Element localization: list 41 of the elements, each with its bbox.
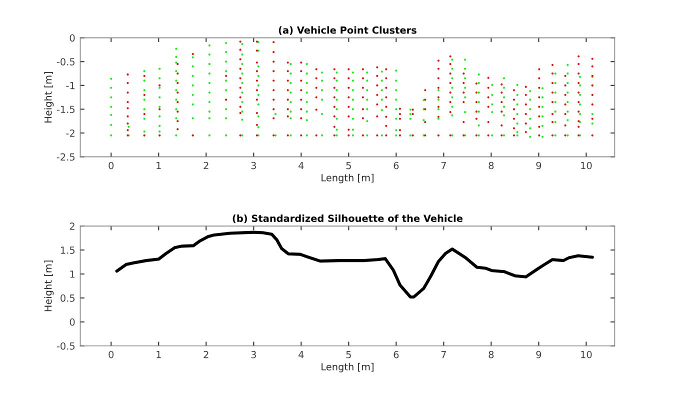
x-tick-label: 10 <box>581 162 592 170</box>
x-tick-label: 6 <box>394 350 399 358</box>
x-tick-label: 7 <box>441 162 446 170</box>
x-tick-label: 4 <box>298 351 304 358</box>
x-tick-label: 8 <box>488 162 494 170</box>
y-tick-label: 0.5 <box>60 294 75 302</box>
x-tick-label: 5 <box>346 351 351 358</box>
y-tick-label: 1 <box>70 270 74 278</box>
x-tick-label: 2 <box>204 162 208 170</box>
chart-title: (a) Vehicle Point Clusters <box>278 26 416 35</box>
x-tick-label: 9 <box>536 350 542 358</box>
x-tick-label: 8 <box>488 350 494 358</box>
y-tick-label: -1 <box>66 82 74 90</box>
x-tick-label: 6 <box>394 162 399 170</box>
x-tick-label: 0 <box>108 350 114 358</box>
y-tick-label: -2 <box>66 129 74 137</box>
x-axis-title: Length [m] <box>322 174 374 184</box>
x-tick-label: 1 <box>156 162 161 170</box>
y-tick-label: -1.5 <box>56 106 75 114</box>
y-axis-title: Height [m] <box>44 260 54 312</box>
x-tick-label: 7 <box>441 351 446 358</box>
y-tick-label: -0.5 <box>56 58 75 66</box>
y-tick-label: -0.5 <box>56 342 75 350</box>
line-series <box>115 230 594 299</box>
x-tick-label: 9 <box>536 162 542 170</box>
y-tick-label: 0 <box>70 318 75 326</box>
x-tick-label: 10 <box>581 350 592 358</box>
y-tick-label: 1.5 <box>60 246 75 254</box>
x-tick-label: 3 <box>251 162 256 170</box>
x-tick-label: 3 <box>251 350 256 358</box>
x-tick-label: 1 <box>156 351 161 358</box>
x-tick-label: 4 <box>298 162 304 170</box>
y-tick-label: 0 <box>70 34 75 42</box>
y-tick-label: -2.5 <box>56 153 75 161</box>
chart-title: (b) Standardized Silhouette of the Vehicle <box>232 214 463 224</box>
y-axis-title: Height [m] <box>44 72 54 122</box>
x-tick-label: 5 <box>346 162 351 170</box>
x-tick-label: 0 <box>108 162 114 170</box>
y-tick-label: 2 <box>70 222 74 230</box>
x-tick-label: 2 <box>204 350 208 358</box>
x-axis-title: Length [m] <box>322 362 374 372</box>
